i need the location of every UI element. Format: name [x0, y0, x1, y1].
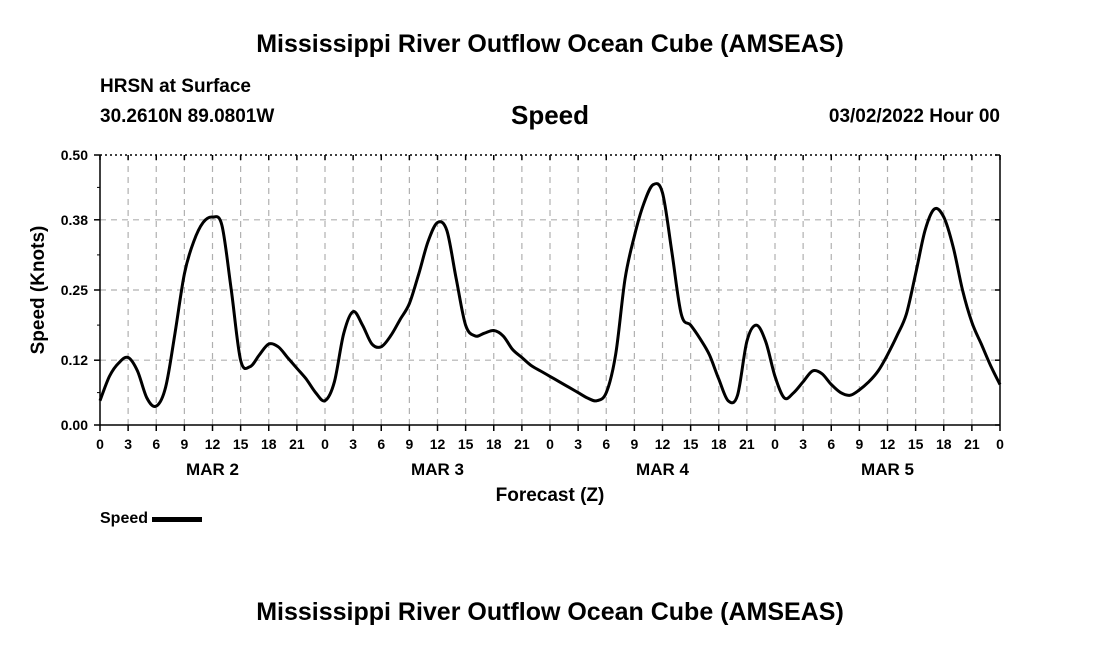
x-tick-label: 21: [964, 436, 980, 452]
x-tick-label: 6: [152, 436, 160, 452]
x-tick-label: 15: [233, 436, 249, 452]
x-tick-label: 12: [655, 436, 671, 452]
x-tick-label: 21: [514, 436, 530, 452]
y-tick-label: 0.25: [61, 282, 88, 298]
x-tick-label: 18: [486, 436, 502, 452]
x-tick-label: 0: [996, 436, 1004, 452]
x-tick-label: 3: [799, 436, 807, 452]
day-label: MAR 5: [861, 460, 914, 479]
day-label: MAR 2: [186, 460, 239, 479]
x-tick-label: 0: [321, 436, 329, 452]
chart-title-top: Mississippi River Outflow Ocean Cube (AM…: [256, 30, 844, 58]
x-tick-label: 21: [739, 436, 755, 452]
y-tick-label: 0.38: [61, 212, 88, 228]
x-tick-label: 0: [546, 436, 554, 452]
x-tick-label: 6: [602, 436, 610, 452]
x-tick-label: 15: [908, 436, 924, 452]
x-tick-label: 9: [630, 436, 638, 452]
series-line-speed: [98, 182, 1002, 409]
day-label: MAR 4: [636, 460, 689, 479]
x-tick-label: 9: [180, 436, 188, 452]
x-tick-label: 6: [377, 436, 385, 452]
x-tick-label: 18: [936, 436, 952, 452]
x-tick-label: 6: [827, 436, 835, 452]
x-tick-label: 3: [574, 436, 582, 452]
x-tick-label: 18: [711, 436, 727, 452]
series-layer: [98, 182, 1002, 409]
x-tick-label: 9: [855, 436, 863, 452]
y-tick-label: 0.00: [61, 417, 88, 433]
y-tick-label: 0.12: [61, 352, 88, 368]
x-tick-label: 12: [205, 436, 221, 452]
x-tick-label: 12: [880, 436, 896, 452]
station-label: HRSN at Surface: [100, 76, 251, 97]
x-axis-title: Forecast (Z): [496, 485, 605, 506]
chart-subtitle: Speed: [510, 100, 590, 130]
x-tick-label: 0: [96, 436, 104, 452]
day-label: MAR 3: [411, 460, 464, 479]
y-tick-label: 0.50: [61, 147, 88, 163]
legend: Speed: [100, 510, 203, 528]
coordinates-label: 30.2610N 89.0801W: [100, 106, 275, 127]
x-tick-label: 9: [405, 436, 413, 452]
x-tick-label: 3: [124, 436, 132, 452]
x-tick-label: 15: [458, 436, 474, 452]
forecast-datetime: 03/02/2022 Hour 00: [828, 106, 1000, 127]
x-tick-label: 18: [261, 436, 277, 452]
legend-label: Speed: [100, 510, 149, 527]
x-tick-label: 21: [289, 436, 305, 452]
x-tick-label: 12: [430, 436, 446, 452]
legend-line-swatch: [152, 516, 203, 522]
y-axis-title: Speed (Knots): [28, 226, 49, 355]
chart-title-bottom: Mississippi River Outflow Ocean Cube (AM…: [256, 598, 844, 626]
x-tick-label: 15: [683, 436, 699, 452]
x-tick-label: 0: [771, 436, 779, 452]
grid-lines: [100, 155, 1000, 425]
x-tick-label: 3: [349, 436, 357, 452]
axes: 0.00 0.12 0.25 0.38 0.50 0 3 6 9 12 15 18 21 0 3 6 9 12 15…: [28, 147, 1004, 506]
